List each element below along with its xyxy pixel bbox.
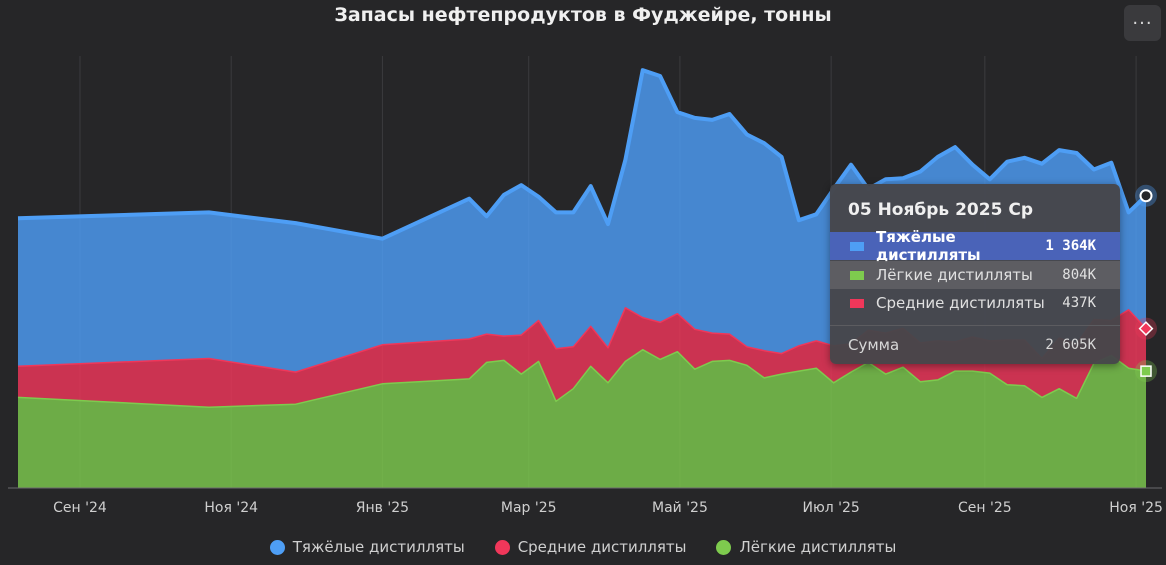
tooltip-row-middle: Средние дистилляты 437K (830, 289, 1120, 317)
light-swatch (850, 270, 864, 280)
legend-dot-icon (494, 539, 510, 555)
area-Средние дистилляты (18, 307, 1146, 408)
legend-item-middle[interactable]: Средние дистилляты (494, 538, 687, 556)
tooltip-date: 05 Ноябрь 2025 Ср (848, 200, 1033, 220)
heavy-swatch (850, 241, 864, 251)
marker-light (1140, 365, 1152, 377)
chart-menu-button[interactable]: ··· (1124, 5, 1161, 41)
chart-title: Запасы нефтепродуктов в Фуджейре, тонны (334, 4, 832, 26)
marker-middle (1138, 321, 1154, 336)
tooltip-sum: Сумма 2 605K (830, 334, 1120, 356)
legend: Тяжёлые дистилляты Средние дистилляты Лё… (0, 538, 1166, 556)
tooltip-row-value: 437K (1062, 295, 1096, 311)
x-tick-label: Ноя '25 (1109, 500, 1163, 516)
x-tick-label: Май '25 (652, 500, 708, 516)
legend-dot-icon (269, 539, 285, 555)
legend-label: Лёгкие дистилляты (739, 538, 897, 556)
stacked-area-chart[interactable]: Сен '24 Ноя '24 Янв '25 Мар '25 Май '25 Июл '… (0, 0, 1166, 530)
line-Тяжёлые дистилляты (17, 68, 1148, 241)
line-Лёгкие дистилляты (17, 348, 1147, 408)
tooltip-divider (830, 325, 1120, 326)
tooltip-row-name: Средние дистилляты (876, 294, 1045, 312)
marker-heavy (1139, 189, 1153, 203)
x-tick-label: Ноя '24 (204, 500, 258, 516)
tooltip-row-name: Тяжёлые дистилляты (876, 228, 981, 264)
tooltip-row-value: 1 364K (1045, 238, 1096, 254)
legend-label: Тяжёлые дистилляты (292, 538, 465, 556)
tooltip: 05 Ноябрь 2025 Ср Тяжёлые дистилляты 1 3… (830, 184, 1120, 364)
legend-label: Средние дистилляты (517, 538, 687, 556)
legend-item-light[interactable]: Лёгкие дистилляты (716, 538, 896, 556)
hover-markers (1135, 184, 1157, 383)
x-tick-label: Янв '25 (356, 500, 409, 516)
x-tick-label: Июл '25 (802, 500, 859, 516)
tooltip-row-value: 804K (1062, 267, 1096, 283)
x-tick-label: Сен '24 (53, 500, 107, 516)
tooltip-sum-label: Сумма (848, 336, 900, 354)
tooltip-row-heavy: Тяжёлые дистилляты 1 364K (830, 228, 1120, 264)
legend-item-heavy[interactable]: Тяжёлые дистилляты (269, 538, 465, 556)
x-axis-ticks: Сен '24 Ноя '24 Янв '25 Мар '25 Май '25 Июл '… (53, 500, 1163, 516)
tooltip-row-name: Лёгкие дистилляты (876, 266, 1033, 284)
legend-dot-icon (716, 539, 732, 555)
tooltip-row-light: Лёгкие дистилляты 804K (830, 261, 1120, 289)
x-tick-label: Сен '25 (958, 500, 1012, 516)
middle-swatch (850, 298, 864, 308)
tooltip-sum-value: 2 605K (1045, 337, 1096, 353)
area-Лёгкие дистилляты (18, 349, 1146, 488)
x-tick-label: Мар '25 (501, 500, 557, 516)
